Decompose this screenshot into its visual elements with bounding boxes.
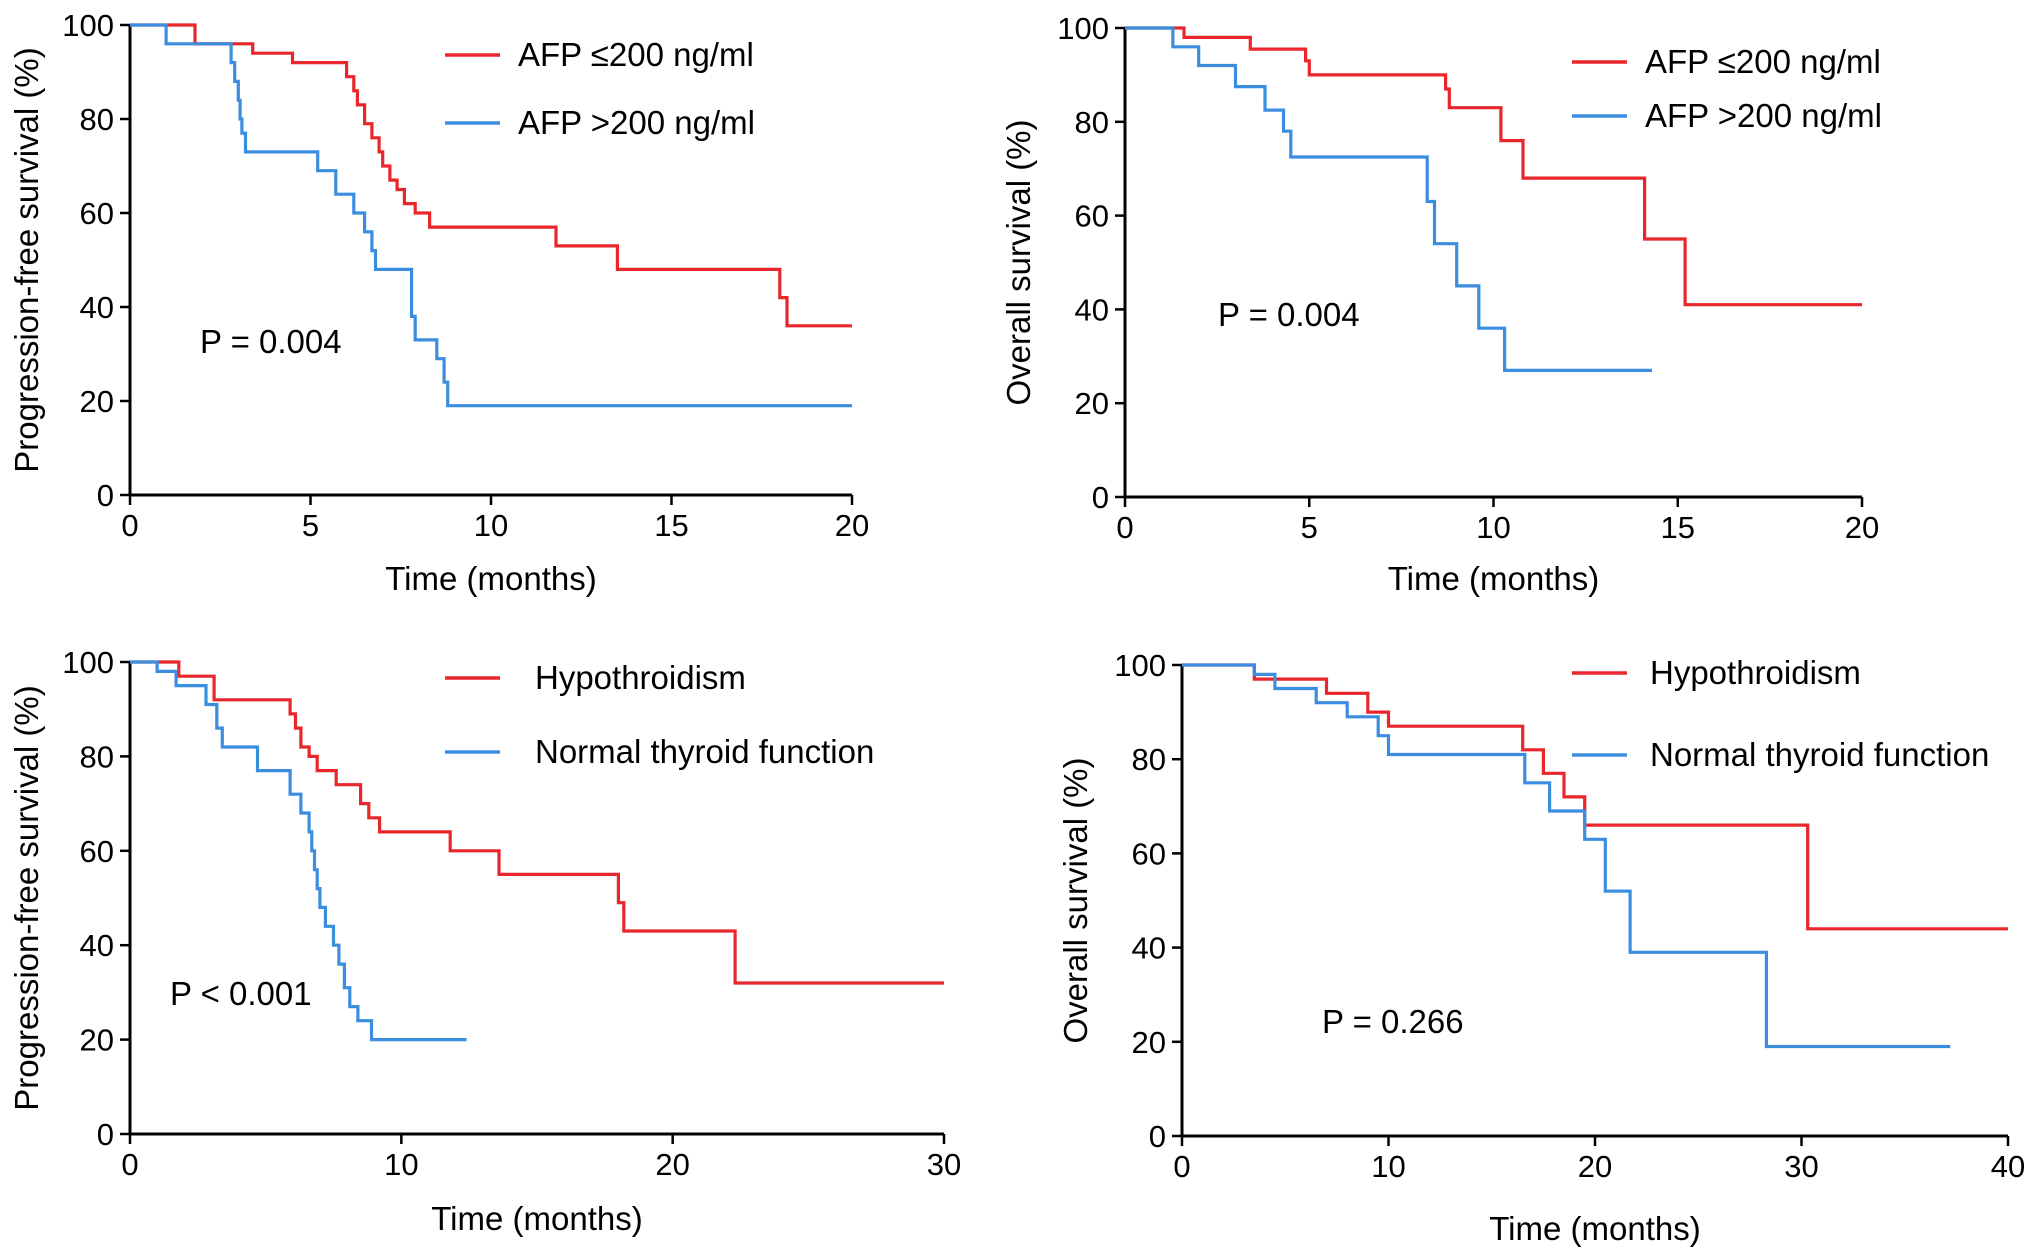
- y-axis-title: Overall survival (%): [1000, 119, 1037, 405]
- x-tick-label: 15: [654, 508, 688, 543]
- y-axis-title: Progression-free survival (%): [8, 685, 45, 1110]
- x-tick-label: 20: [655, 1147, 689, 1182]
- series-line-red: [1125, 26, 1862, 307]
- x-tick-label: 5: [302, 508, 319, 543]
- x-tick-label: 0: [1116, 510, 1133, 545]
- x-tick-label: 30: [1784, 1149, 1818, 1184]
- chart-panel-bottom-right: 0 20 40 60 80 100 0 10 20 30 40 Time (months) Overal…: [1057, 648, 2025, 1247]
- y-tick-label: 100: [62, 645, 114, 680]
- y-axis-title: Progression-free survival (%): [8, 47, 45, 472]
- chart-panel-bottom-left: 0 20 40 60 80 100 0 10 20 30 Time (months) Progress…: [8, 645, 961, 1237]
- x-tick-label: 0: [1173, 1149, 1190, 1184]
- y-tick-label: 80: [80, 102, 114, 137]
- y-axis-title: Overall survival (%): [1057, 757, 1094, 1043]
- x-tick-label: 30: [927, 1147, 961, 1182]
- y-tick-label: 80: [1132, 742, 1166, 777]
- y-tick-label: 20: [1132, 1025, 1166, 1060]
- x-tick-label: 0: [121, 1147, 138, 1182]
- x-axis-title: Time (months): [1489, 1210, 1700, 1247]
- y-tick-label: 20: [1075, 386, 1109, 421]
- x-tick-label: 20: [1845, 510, 1879, 545]
- y-tick-label: 20: [80, 384, 114, 419]
- legend-label: Hypothroidism: [1650, 654, 1861, 691]
- series-line-blue: [130, 23, 852, 408]
- x-axis-title: Time (months): [431, 1200, 642, 1237]
- x-tick-label: 10: [384, 1147, 418, 1182]
- x-tick-label: 10: [1371, 1149, 1405, 1184]
- series-line-blue: [1125, 26, 1652, 372]
- y-tick-label: 0: [97, 478, 114, 513]
- x-tick-label: 10: [474, 508, 508, 543]
- y-tick-label: 100: [1057, 11, 1109, 46]
- p-value-annotation: P = 0.266: [1322, 1003, 1464, 1040]
- x-tick-label: 40: [1991, 1149, 2025, 1184]
- y-tick-label: 40: [80, 928, 114, 963]
- series-line-blue: [130, 660, 467, 1042]
- y-tick-label: 80: [80, 739, 114, 774]
- p-value-annotation: P = 0.004: [1218, 296, 1360, 333]
- y-tick-label: 40: [1075, 292, 1109, 327]
- legend-label: AFP ≤200 ng/ml: [1645, 43, 1881, 80]
- legend-label: AFP >200 ng/ml: [1645, 97, 1882, 134]
- x-tick-label: 10: [1476, 510, 1510, 545]
- y-tick-label: 40: [1132, 931, 1166, 966]
- x-tick-label: 0: [121, 508, 138, 543]
- y-tick-label: 60: [1075, 199, 1109, 234]
- y-tick-label: 20: [80, 1023, 114, 1058]
- y-tick-label: 60: [1132, 836, 1166, 871]
- chart-panel-top-left: 0 20 40 60 80 100 0 5 10 15 20 Time (months) Progres…: [8, 8, 869, 597]
- series-line-red: [130, 23, 852, 328]
- x-tick-label: 20: [1578, 1149, 1612, 1184]
- y-tick-label: 80: [1075, 105, 1109, 140]
- x-tick-label: 20: [835, 508, 869, 543]
- legend-label: AFP >200 ng/ml: [518, 104, 755, 141]
- x-axis-title: Time (months): [1388, 560, 1599, 597]
- legend-label: Normal thyroid function: [535, 733, 874, 770]
- y-tick-label: 40: [80, 290, 114, 325]
- x-tick-label: 15: [1661, 510, 1695, 545]
- x-tick-label: 5: [1301, 510, 1318, 545]
- y-tick-label: 0: [1092, 480, 1109, 515]
- y-tick-label: 0: [1149, 1119, 1166, 1154]
- chart-panel-top-right: 0 20 40 60 80 100 0 5 10 15 20 Time (months) Overall…: [1000, 11, 1882, 597]
- y-tick-label: 0: [97, 1117, 114, 1152]
- y-tick-label: 100: [62, 8, 114, 43]
- y-tick-label: 60: [80, 196, 114, 231]
- series-line-red: [130, 660, 944, 985]
- legend-label: Normal thyroid function: [1650, 736, 1989, 773]
- y-tick-label: 60: [80, 834, 114, 869]
- series-line-red: [1182, 663, 2008, 931]
- p-value-annotation: P < 0.001: [170, 975, 312, 1012]
- p-value-annotation: P = 0.004: [200, 323, 342, 360]
- series-line-blue: [1182, 663, 1951, 1049]
- y-tick-label: 100: [1114, 648, 1166, 683]
- x-axis-title: Time (months): [385, 560, 596, 597]
- legend-label: Hypothroidism: [535, 659, 746, 696]
- legend-label: AFP ≤200 ng/ml: [518, 36, 754, 73]
